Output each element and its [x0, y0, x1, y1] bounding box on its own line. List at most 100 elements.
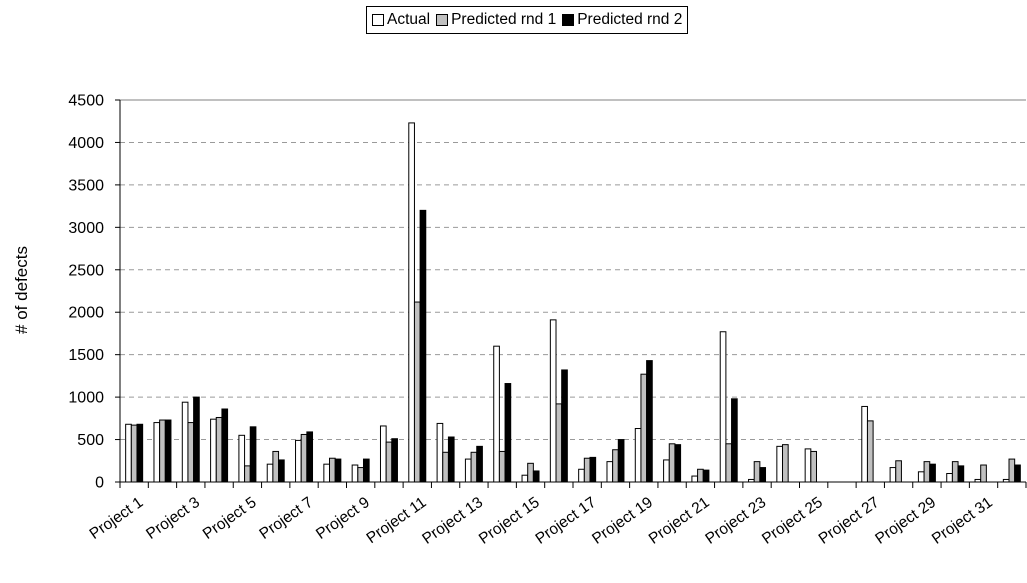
y-axis: 0 500 1000 1500 2000 2500 3000 3500 4000 4500: [68, 93, 121, 492]
legend: Actual Predicted rnd 1 Predicted rnd 2: [366, 6, 689, 34]
bar-predicted-rnd-2: [136, 423, 144, 483]
bar-predicted-rnd-1: [612, 449, 619, 483]
bar-predicted-rnd-2: [561, 369, 568, 483]
y-tick-label: 2000: [68, 305, 104, 322]
bar-actual: [351, 464, 359, 483]
x-tick-label: Project 3: [143, 494, 203, 543]
bar-predicted-rnd-1: [329, 457, 336, 483]
bar-predicted-rnd-1: [640, 373, 648, 483]
bar-predicted-rnd-1: [159, 419, 166, 483]
y-tick-label: 2500: [68, 262, 104, 279]
bar-predicted-rnd-1: [1008, 458, 1016, 483]
bar-predicted-rnd-1: [951, 461, 959, 483]
bar-predicted-rnd-2: [674, 444, 682, 483]
bar-predicted-rnd-1: [272, 450, 280, 483]
bar-predicted-rnd-2: [391, 438, 398, 483]
bar-predicted-rnd-2: [221, 408, 229, 483]
bar-actual: [946, 473, 953, 483]
bar-actual: [238, 434, 246, 483]
x-tick-label: Project 25: [759, 494, 826, 548]
bar-actual: [153, 422, 161, 483]
bar-predicted-rnd-2: [702, 469, 710, 483]
bar-predicted-rnd-1: [697, 468, 704, 483]
bar-actual: [634, 428, 642, 483]
bar-predicted-rnd-2: [731, 398, 738, 483]
x-tick-label: Project 11: [364, 494, 430, 547]
legend-label-predicted-rnd-1: Predicted rnd 1: [451, 11, 557, 28]
bar-predicted-rnd-2: [278, 459, 285, 483]
x-tick-label: Project 17: [532, 494, 599, 548]
x-tick-label: Project 27: [816, 494, 883, 548]
bar-predicted-rnd-2: [532, 470, 540, 483]
bar-actual: [776, 445, 784, 483]
bar-predicted-rnd-1: [385, 441, 393, 483]
y-axis-label: # of defects: [12, 246, 31, 334]
legend-swatch-actual: [372, 14, 384, 26]
x-tick-label: Project 29: [872, 494, 939, 548]
x-tick-label: Project 19: [589, 494, 656, 548]
bar-predicted-rnd-2: [362, 458, 370, 483]
bar-predicted-rnd-2: [646, 360, 653, 483]
bar-predicted-rnd-1: [725, 443, 733, 483]
bar-predicted-rnd-2: [1014, 464, 1021, 483]
bar-predicted-rnd-2: [306, 431, 314, 483]
bar-predicted-rnd-1: [498, 450, 506, 483]
legend-label-predicted-rnd-2: Predicted rnd 2: [577, 11, 683, 28]
x-tick-label: Project 15: [476, 494, 543, 548]
bar-predicted-rnd-2: [929, 463, 936, 483]
y-tick-label: 3500: [68, 177, 104, 194]
bar-actual: [861, 405, 868, 483]
bar-predicted-rnd-2: [957, 465, 965, 483]
legend-swatch-predicted-rnd-2: [562, 14, 575, 26]
bar-actual: [549, 319, 557, 483]
bar-predicted-rnd-1: [413, 301, 421, 483]
bar-predicted-rnd-1: [583, 457, 591, 483]
bar-actual: [521, 474, 529, 483]
bar-actual: [606, 461, 614, 483]
bar-actual: [464, 458, 472, 483]
x-tick-label: Project 13: [419, 494, 486, 548]
bar-predicted-rnd-2: [164, 419, 172, 483]
bar-predicted-rnd-1: [470, 451, 478, 483]
bar-predicted-rnd-2: [419, 209, 427, 483]
bar-predicted-rnd-1: [753, 461, 761, 483]
bar-predicted-rnd-1: [555, 403, 563, 483]
bar-actual: [181, 401, 189, 483]
bar-predicted-rnd-2: [759, 467, 767, 483]
y-tick-label: 4500: [68, 93, 104, 110]
bar-predicted-rnd-2: [193, 396, 200, 483]
bar-predicted-rnd-2: [476, 445, 483, 483]
x-tick-label: Project 31: [929, 494, 996, 548]
bar-predicted-rnd-2: [334, 458, 342, 483]
legend-swatch-predicted-rnd-1: [436, 14, 449, 26]
x-tick-label: Project 5: [200, 494, 260, 543]
bar-predicted-rnd-1: [130, 424, 138, 483]
legend-label-actual: Actual: [387, 11, 431, 28]
bar-predicted-rnd-1: [187, 422, 195, 483]
bar-actual: [295, 439, 302, 483]
bar-actual: [719, 331, 727, 483]
bar-predicted-rnd-1: [923, 461, 931, 483]
legend-item-actual: Actual: [372, 11, 430, 29]
bar-actual: [408, 122, 415, 483]
bar-predicted-rnd-2: [617, 439, 625, 483]
bar-actual: [691, 475, 699, 483]
x-tick-label: Project 9: [313, 494, 373, 543]
y-tick-label: 0: [95, 475, 104, 492]
y-tick-label: 1000: [68, 390, 104, 407]
bar-predicted-rnd-1: [668, 443, 676, 483]
x-tick-label: Project 23: [702, 494, 769, 548]
legend-item-predicted-rnd-2: Predicted rnd 2: [562, 11, 682, 29]
bar-predicted-rnd-2: [249, 426, 257, 483]
bar-predicted-rnd-1: [895, 460, 902, 483]
bar-actual: [266, 463, 274, 483]
bar-predicted-rnd-1: [442, 451, 449, 483]
bar-actual: [379, 425, 387, 483]
x-tick-label: Project 21: [646, 494, 713, 548]
bar-predicted-rnd-1: [782, 444, 789, 483]
bar-predicted-rnd-2: [504, 383, 512, 483]
bar-predicted-rnd-1: [810, 450, 817, 483]
bar-actual: [917, 471, 925, 483]
